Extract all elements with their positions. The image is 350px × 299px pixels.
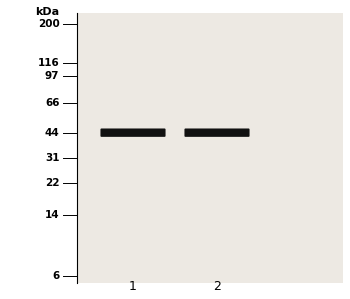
Text: 66: 66	[45, 98, 60, 109]
Text: 2: 2	[213, 280, 221, 293]
Text: 44: 44	[45, 128, 60, 138]
Bar	[77, 13, 343, 283]
Text: 97: 97	[45, 71, 60, 81]
FancyBboxPatch shape	[100, 129, 166, 137]
Text: 22: 22	[45, 178, 60, 188]
Text: 1: 1	[129, 280, 137, 293]
Text: 6: 6	[52, 271, 60, 281]
Text: 31: 31	[45, 153, 60, 163]
Text: kDa: kDa	[35, 7, 60, 17]
FancyBboxPatch shape	[184, 129, 250, 137]
Text: 200: 200	[38, 19, 60, 28]
Text: 116: 116	[38, 58, 60, 68]
Text: 14: 14	[45, 210, 60, 220]
